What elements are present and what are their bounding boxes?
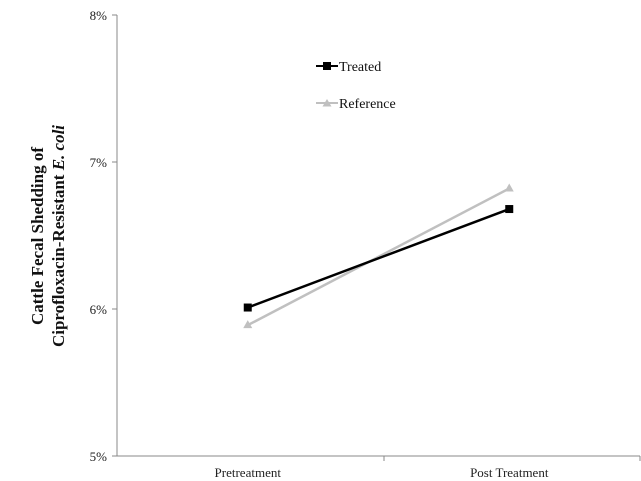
- y-ticks: 5% 6% 7% 8%: [90, 8, 117, 464]
- legend-label-reference: Reference: [339, 97, 396, 112]
- data-point-reference: [504, 183, 514, 192]
- data-point-treated: [505, 205, 514, 214]
- y-axis-title-line2-prefix: Ciprofloxacin-Resistant: [49, 170, 68, 347]
- legend-item-reference: Reference: [316, 97, 396, 112]
- x-tick-label: Post Treatment: [470, 465, 549, 480]
- series-line-reference: [247, 187, 510, 327]
- legend: Treated Reference: [316, 60, 396, 112]
- y-tick-label: 8%: [90, 8, 108, 23]
- y-tick-label: 5%: [90, 449, 108, 464]
- y-axis-title-line2: Ciprofloxacin-Resistant E. coli: [49, 125, 68, 347]
- data-point-reference: [243, 320, 253, 329]
- series-layer: [243, 183, 514, 329]
- series-line-treated: [247, 207, 510, 309]
- data-point-treated: [243, 303, 252, 312]
- legend-label-treated: Treated: [339, 60, 381, 75]
- square-marker-icon: [323, 62, 331, 70]
- y-axis-title-line1: Cattle Fecal Shedding of: [28, 147, 47, 325]
- x-tick-label: Pretreatment: [215, 465, 282, 480]
- triangle-marker-icon: [322, 99, 332, 107]
- y-tick-label: 6%: [90, 302, 108, 317]
- legend-item-treated: Treated: [316, 60, 381, 75]
- y-axis-title-line2-italic: E. coli: [49, 125, 68, 172]
- x-ticks: Pretreatment Post Treatment: [215, 465, 549, 480]
- y-tick-label: 7%: [90, 155, 108, 170]
